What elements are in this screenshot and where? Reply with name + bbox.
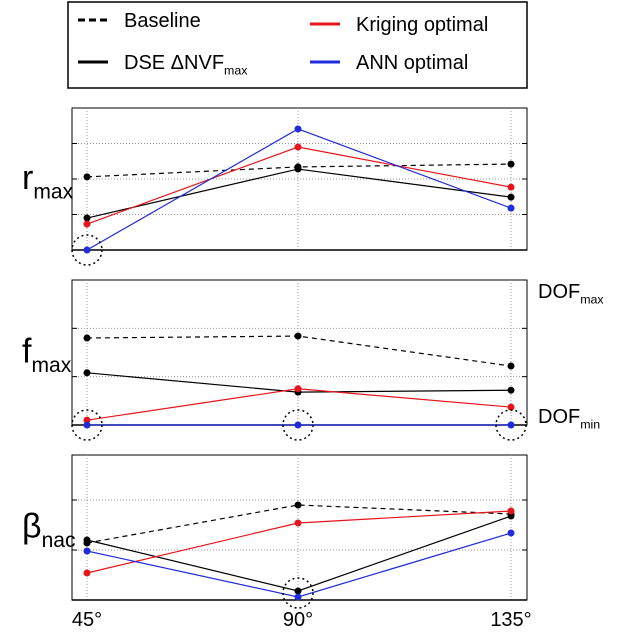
data-point <box>83 214 91 222</box>
data-point <box>83 173 91 181</box>
x-tick-label: 90° <box>283 609 313 631</box>
legend-label: Kriging optimal <box>356 14 488 36</box>
legend-label: DSE ΔNVFmax <box>124 52 248 78</box>
data-point <box>507 204 515 212</box>
y-axis-label-sub: max <box>33 181 73 204</box>
data-point <box>294 421 302 429</box>
data-point <box>294 165 302 173</box>
legend-label: Baseline <box>124 10 201 32</box>
annotation: DOFmax <box>538 281 604 307</box>
highlight-circle <box>495 409 527 441</box>
legend-box <box>67 1 528 89</box>
data-point <box>294 143 302 151</box>
legend-label-main: DSE ΔNVF <box>124 52 224 74</box>
data-point <box>294 519 302 527</box>
data-point <box>294 332 302 340</box>
data-point <box>507 160 515 168</box>
y-axis-label: fmax <box>22 333 72 378</box>
data-point <box>507 529 515 537</box>
annotation-main: DOF <box>538 281 580 303</box>
y-axis-label: βnac <box>22 508 76 553</box>
highlight-circle <box>71 234 103 266</box>
data-point <box>83 246 91 254</box>
data-point <box>294 385 302 393</box>
y-axis-label-sub: max <box>31 354 71 377</box>
data-point <box>507 507 515 515</box>
data-point <box>83 220 91 228</box>
legend-label: ANN optimal <box>356 52 468 74</box>
y-axis-label: rmax <box>22 159 74 204</box>
data-point <box>83 536 91 544</box>
data-point <box>294 587 302 595</box>
data-point <box>507 512 515 520</box>
data-point <box>507 193 515 201</box>
data-point <box>83 569 91 577</box>
annotation-sub: min <box>580 418 600 432</box>
plot-area <box>71 454 528 601</box>
legend-label-sub: max <box>224 64 248 78</box>
highlight-circles <box>71 234 527 609</box>
annotation-main: DOF <box>538 406 580 428</box>
data-point <box>83 334 91 342</box>
x-tick-label: 45° <box>72 609 102 631</box>
y-axis-label-main: f <box>22 333 32 371</box>
x-tick-label: 135° <box>490 609 531 631</box>
data-point <box>507 403 515 411</box>
data-point <box>507 386 515 394</box>
y-axis-label-main: β <box>22 508 42 546</box>
data-point <box>294 125 302 133</box>
data-point <box>83 421 91 429</box>
data-point <box>83 547 91 555</box>
y-axis-label-sub: nac <box>42 529 76 552</box>
data-point <box>294 501 302 509</box>
highlight-circle <box>282 577 314 609</box>
y-axis-label-main: r <box>22 159 33 197</box>
data-point <box>507 183 515 191</box>
data-point <box>507 362 515 370</box>
plot-area <box>71 279 528 426</box>
data-point <box>294 593 302 601</box>
data-point <box>83 416 91 424</box>
highlight-circle <box>282 409 314 441</box>
annotation-sub: max <box>580 293 604 307</box>
data-point <box>83 369 91 377</box>
annotation: DOFmin <box>538 406 600 432</box>
highlight-circle <box>71 409 103 441</box>
data-point <box>507 421 515 429</box>
